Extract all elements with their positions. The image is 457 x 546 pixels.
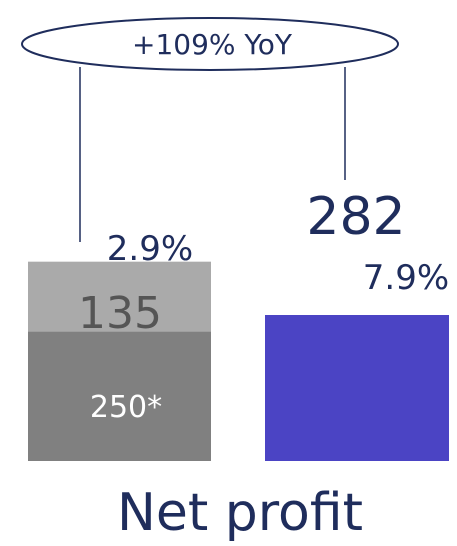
bar-right-value-label: 282 [306,187,405,247]
bar-left-top-value-label: 135 [78,288,162,339]
yoy-annotation-ellipse [21,17,399,71]
bar-left-bottom-value-label: 250* [90,390,162,425]
margin-right-label: 7.9% [363,258,449,298]
yoy-annotation-label: +109% YoY [132,28,293,61]
chart-title: Net profit [117,483,363,543]
bar-left-segment-1 [28,261,211,332]
bar-left-segment-0 [28,331,211,461]
margin-left-label: 2.9% [107,229,193,269]
chart-marks [28,261,449,461]
bar-right-segment-0 [265,315,449,461]
